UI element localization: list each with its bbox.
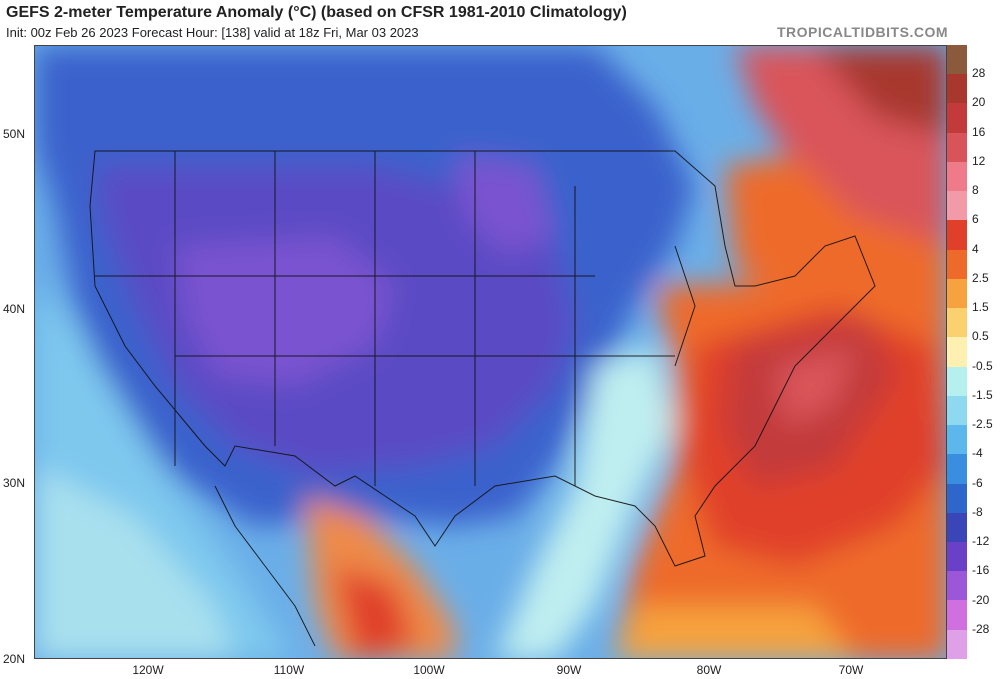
colorbar-tick-label: -2.5 bbox=[972, 417, 993, 432]
colorbar-tick-label: -8 bbox=[972, 504, 983, 519]
colorbar-segment bbox=[947, 541, 967, 572]
lat-label-20n: 20N bbox=[3, 652, 26, 666]
colorbar-tick-label: 12 bbox=[972, 153, 986, 168]
colorbar-segment bbox=[947, 512, 967, 542]
colorbar-segment bbox=[947, 103, 967, 133]
colorbar-tick-label: 4 bbox=[972, 241, 979, 256]
colorbar-tick-label: -4 bbox=[972, 446, 983, 461]
colorbar-segment bbox=[947, 191, 967, 221]
anomaly-map-svg bbox=[35, 46, 946, 658]
boundary-lines bbox=[89, 150, 876, 647]
colorbar-segment bbox=[947, 308, 967, 338]
colorbar-tick-label: 28 bbox=[972, 66, 986, 81]
anomaly-map bbox=[34, 45, 947, 659]
colorbar-segment bbox=[947, 629, 967, 659]
colorbar-tick-label: 8 bbox=[972, 183, 979, 198]
colorbar-segment bbox=[947, 249, 967, 279]
colorbar-tick-label: -28 bbox=[972, 621, 990, 636]
lat-label-50n: 50N bbox=[3, 127, 26, 141]
colorbar-segment bbox=[947, 483, 967, 513]
chart-subtitle: Init: 00z Feb 26 2023 Forecast Hour: [13… bbox=[6, 25, 419, 40]
colorbar-segment bbox=[947, 366, 967, 396]
colorbar-segment bbox=[947, 600, 967, 630]
colorbar-tick-label: -12 bbox=[972, 534, 990, 549]
colorbar-segment bbox=[947, 220, 967, 250]
lat-label-40n: 40N bbox=[3, 302, 26, 316]
colorbar bbox=[947, 45, 967, 659]
colorbar-segment bbox=[947, 74, 967, 104]
colorbar-segment bbox=[947, 161, 967, 192]
lon-label-110w: 110W bbox=[273, 663, 305, 677]
colorbar-tick-label: -6 bbox=[972, 475, 983, 490]
colorbar-tick-label: 16 bbox=[972, 124, 986, 139]
brand-watermark: TROPICALTIDBITS.COM bbox=[776, 24, 948, 40]
colorbar-segment bbox=[947, 45, 967, 75]
lon-label-100w: 100W bbox=[413, 663, 445, 677]
colorbar-segment bbox=[947, 454, 967, 484]
lat-label-30n: 30N bbox=[3, 476, 26, 490]
colorbar-tick-label: 6 bbox=[972, 212, 979, 227]
chart-title: GEFS 2-meter Temperature Anomaly (°C) (b… bbox=[6, 4, 627, 21]
colorbar-segment bbox=[947, 395, 967, 426]
lon-label-70w: 70W bbox=[838, 663, 864, 677]
colorbar-tick-label: 0.5 bbox=[972, 329, 989, 344]
colorbar-tick-label: 2.5 bbox=[972, 270, 989, 285]
colorbar-tick-label: -1.5 bbox=[972, 387, 993, 402]
colorbar-segment bbox=[947, 425, 967, 455]
colorbar-tick-label: 1.5 bbox=[972, 300, 989, 315]
colorbar-tick-label: -16 bbox=[972, 563, 990, 578]
colorbar-segment bbox=[947, 132, 967, 162]
colorbar-tick-label: -20 bbox=[972, 592, 990, 607]
colorbar-tick-label: 20 bbox=[972, 95, 986, 110]
lon-label-80w: 80W bbox=[696, 663, 722, 677]
colorbar-segment bbox=[947, 278, 967, 309]
colorbar-tick-label: -0.5 bbox=[972, 358, 993, 373]
colorbar-segment bbox=[947, 337, 967, 367]
lon-label-90w: 90W bbox=[556, 663, 582, 677]
colorbar-segment bbox=[947, 571, 967, 601]
lon-label-120w: 120W bbox=[132, 663, 164, 677]
